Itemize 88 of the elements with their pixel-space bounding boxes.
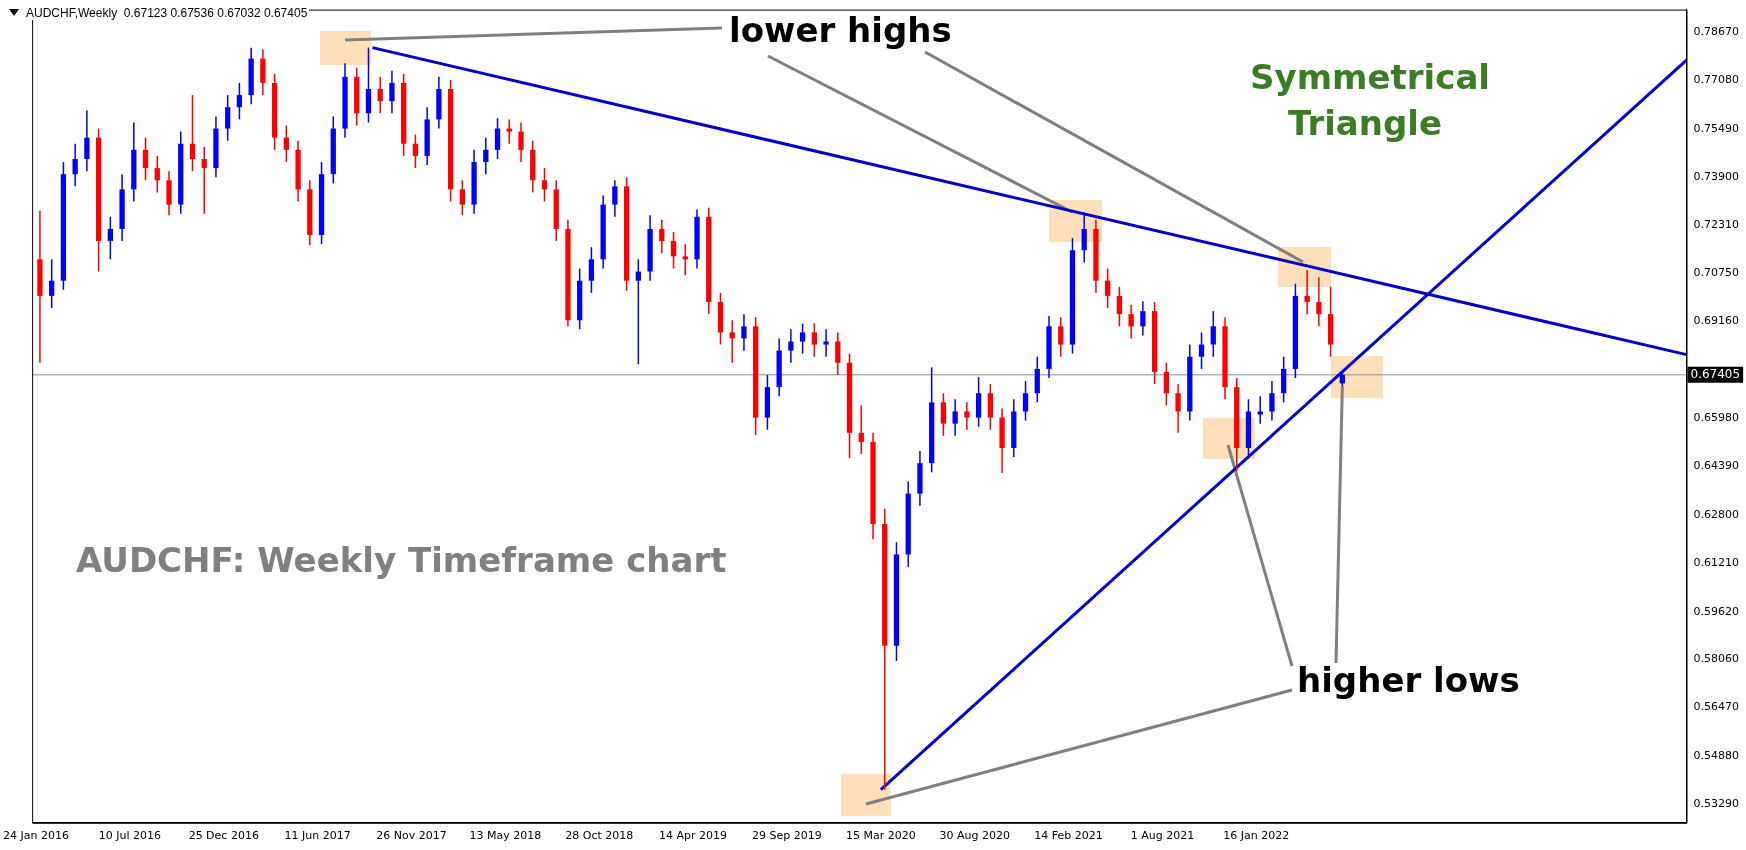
candlestick: [541, 167, 548, 203]
candlestick: [236, 82, 243, 121]
candlestick: [84, 109, 90, 172]
candlestick: [612, 179, 618, 218]
candlestick: [1198, 331, 1205, 370]
candlestick: [940, 392, 947, 437]
x-tick-label: 28 Oct 2018: [565, 829, 634, 843]
candlestick: [1081, 211, 1087, 264]
x-tick-label: 15 Mar 2020: [845, 829, 916, 843]
annotation: AUDCHF: Weekly Timeframe chart: [76, 540, 727, 580]
y-tick-label: 0.59620: [1693, 604, 1740, 618]
candlestick: [1022, 380, 1029, 422]
x-tick-label: 13 May 2018: [469, 829, 542, 843]
candlestick: [189, 94, 196, 172]
candlestick: [952, 398, 958, 437]
annotation: higher lows: [1297, 660, 1520, 700]
y-tick-label: 0.69160: [1693, 314, 1740, 328]
candlestick: [389, 70, 395, 115]
y-tick-label: 0.62800: [1693, 507, 1740, 521]
candlestick: [201, 146, 207, 215]
y-tick-label: 0.58060: [1693, 651, 1740, 665]
candlestick: [518, 121, 524, 163]
candlestick: [459, 179, 465, 217]
x-tick-label: 30 Aug 2020: [939, 829, 1010, 843]
y-tick-label: 0.65980: [1693, 411, 1740, 425]
candlestick: [377, 76, 383, 115]
candlestick: [741, 313, 747, 352]
candlestick: [788, 328, 794, 364]
x-tick-label: 11 Jun 2017: [284, 829, 351, 843]
candlestick: [483, 136, 489, 175]
candlestick: [1105, 267, 1111, 309]
x-tick-label: 29 Sep 2019: [752, 829, 822, 843]
x-tick-label: 26 Nov 2017: [376, 829, 447, 843]
candlestick: [799, 322, 806, 355]
x-tick-label: 25 Dec 2016: [188, 829, 259, 843]
candlestick: [154, 155, 160, 194]
candlestick: [1116, 286, 1123, 328]
candlestick: [659, 219, 665, 255]
ref-line-label: 0.67405: [1690, 366, 1741, 381]
candlestick: [49, 258, 55, 309]
candlestick: [858, 404, 864, 455]
x-tick-label: 24 Jan 2016: [3, 829, 70, 843]
y-tick-label: 0.70750: [1693, 265, 1740, 279]
candlestick: [964, 401, 970, 431]
candlestick: [823, 328, 829, 358]
candlestick: [494, 117, 501, 160]
y-tick-label: 0.78670: [1693, 24, 1740, 38]
x-tick-label: 14 Apr 2019: [659, 829, 728, 843]
candlestick: [811, 322, 817, 358]
y-tick-label: 0.75490: [1693, 121, 1740, 135]
candlestick: [1163, 362, 1169, 407]
candlestick: [1257, 395, 1263, 425]
y-tick-label: 0.56470: [1693, 700, 1740, 714]
candlestick: [283, 124, 289, 163]
candlestick: [1140, 300, 1146, 337]
y-tick-label: 0.53290: [1693, 797, 1740, 811]
candlestick: [1316, 276, 1322, 328]
y-tick-label: 0.72310: [1693, 218, 1740, 232]
y-tick-label: 0.61210: [1693, 556, 1740, 570]
candlestick: [1058, 316, 1064, 358]
candlestick: [1128, 304, 1134, 340]
candlestick: [506, 118, 512, 145]
candlestick: [72, 143, 78, 188]
candlestick: [1210, 310, 1216, 358]
candlestick: [142, 136, 149, 182]
x-tick-label: 10 Jul 2016: [98, 829, 162, 843]
candlestick: [635, 258, 641, 366]
candlestick: [225, 94, 231, 142]
candlestick: [835, 331, 841, 376]
candlestick: [412, 133, 419, 169]
candlestick: [107, 216, 113, 261]
annotation: lower highs: [729, 10, 952, 50]
candlestick: [1175, 383, 1181, 434]
y-tick-label: 0.73900: [1693, 170, 1740, 184]
x-tick-label: 1 Aug 2021: [1130, 829, 1195, 843]
y-tick-label: 0.77080: [1693, 73, 1740, 87]
x-tick-label: 14 Feb 2021: [1034, 829, 1103, 843]
candlestick: [670, 231, 677, 270]
x-tick-label: 16 Jan 2022: [1223, 829, 1290, 843]
candlestick: [1304, 269, 1310, 315]
chart-title: AUDCHF,Weekly 0.67123 0.67536 0.67032 0.67405: [26, 6, 308, 20]
candlestick: [729, 319, 735, 364]
y-tick-label: 0.64390: [1693, 459, 1740, 473]
candlestick: [1269, 380, 1275, 422]
candlestick: [682, 243, 688, 276]
y-tick-label: 0.54880: [1693, 748, 1740, 762]
candlestick: [588, 246, 595, 294]
annotation: Symmetrical Triangle: [1250, 56, 1490, 145]
